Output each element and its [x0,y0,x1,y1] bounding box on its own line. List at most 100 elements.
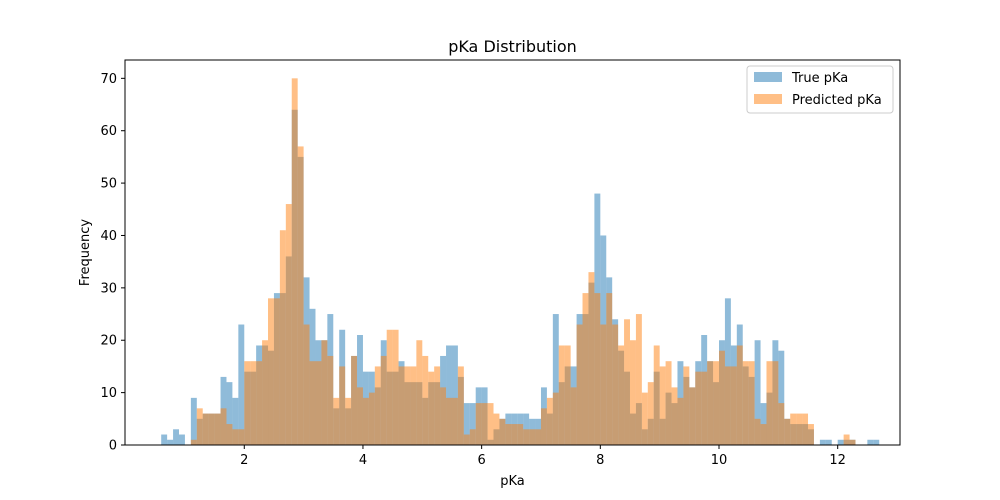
predicted-pka-bar [291,78,298,445]
predicted-pka-bar [339,366,346,445]
predicted-pka-bar [802,413,809,445]
predicted-pka-bar [357,387,363,445]
predicted-pka-bar [784,418,791,445]
y-tick-label: 60 [100,124,117,139]
predicted-pka-bar [220,408,227,445]
predicted-pka-bar [730,366,737,445]
predicted-pka-bar [570,387,577,445]
true-pka-bar [173,429,179,445]
predicted-pka-bar [552,392,559,445]
predicted-pka-bar [742,361,749,445]
predicted-pka-bar [333,397,340,445]
predicted-pka-bar [422,355,429,445]
predicted-pka-bar [273,298,280,445]
predicted-pka-bar [724,366,731,445]
predicted-pka-bar [345,397,352,445]
predicted-pka-bar [386,329,393,445]
y-axis-ticks: 0 10 20 30 40 50 60 70 [100,72,125,454]
y-tick-label: 20 [100,334,117,349]
predicted-pka-bar [487,403,494,445]
x-tick-label: 8 [596,453,604,468]
predicted-pka-bar [309,361,316,445]
predicted-pka-bar [208,413,215,445]
predicted-pka-bar [380,355,387,445]
predicted-pka-bar [665,361,672,445]
legend-frame [746,65,894,114]
predicted-pka-bar [523,429,530,445]
x-tick-label: 6 [478,453,486,468]
predicted-pka-bar [647,382,654,445]
true-pka-bar [451,345,458,445]
predicted-pka-bar [279,230,286,445]
y-tick-label: 0 [109,439,117,454]
predicted-pka-bar [499,418,506,445]
x-tick-label: 2 [240,453,248,468]
predicted-pka-bar [630,340,636,445]
legend: True pKa Predicted pKa [746,65,894,114]
predicted-pka-bar [315,361,322,445]
predicted-pka-bar [232,429,239,445]
predicted-pka-bar [303,324,310,445]
x-tick-label: 12 [829,453,846,468]
true-pka-bar [873,439,880,445]
predicted-pka-bar [796,413,803,445]
predicted-pka-bar [362,397,369,445]
predicted-pka-bar [624,319,630,445]
predicted-pka-bar [321,340,328,445]
predicted-pka-bar [713,361,719,445]
predicted-pka-bar [196,408,203,445]
predicted-pka-bar [238,429,245,445]
predicted-pka-bar [778,403,785,445]
predicted-pka-bar [689,387,696,445]
predicted-pka-bar [671,387,678,445]
predicted-pka-bar [558,345,565,445]
x-axis-ticks: 2 4 6 8 10 12 [240,445,846,468]
predicted-pka-bar [659,366,666,445]
predicted-pka-bars [190,78,856,445]
predicted-pka-bar [618,345,625,445]
predicted-pka-bar [327,355,334,445]
predicted-pka-bar [262,340,269,445]
true-pka-bar [167,439,174,445]
x-axis-label: pKa [500,474,525,489]
predicted-pka-bar [505,424,512,445]
predicted-pka-bar [843,434,850,445]
predicted-pka-bar [612,324,619,445]
true-pka-bar [469,403,476,445]
predicted-pka-bar [368,392,375,445]
predicted-pka-bar [535,429,541,445]
chart-title: pKa Distribution [448,37,577,56]
legend-label-predicted-pka: Predicted pKa [792,93,882,108]
true-pka-bar [552,314,559,445]
predicted-pka-bar [446,397,452,445]
predicted-pka-bar [374,366,381,445]
y-tick-label: 10 [100,386,117,401]
predicted-pka-bar [600,324,607,445]
true-pka-bar [523,413,530,445]
predicted-pka-bar [588,272,595,445]
true-pka-bar [754,340,761,445]
predicted-pka-bar [351,355,358,445]
predicted-pka-bar [268,298,274,445]
predicted-pka-bar [695,371,702,445]
predicted-pka-bar [707,361,714,445]
predicted-pka-bar [256,361,263,445]
true-pka-bar [226,382,233,445]
predicted-pka-bar [790,413,797,445]
predicted-pka-bar [683,366,690,445]
predicted-pka-bar [754,418,761,445]
y-tick-label: 40 [100,229,117,244]
true-pka-bar [446,345,452,445]
predicted-pka-bar [297,146,304,445]
predicted-pka-bar [428,371,435,445]
predicted-pka-bar [244,361,251,445]
predicted-pka-bar [517,424,524,445]
plot-area-frame [124,59,901,446]
true-pka-bar [179,434,185,445]
predicted-pka-bar [457,366,464,445]
predicted-pka-bar [410,366,417,445]
predicted-pka-bar [190,439,197,445]
predicted-pka-bar [463,434,470,445]
predicted-pka-bar [392,329,399,445]
x-tick-label: 4 [359,453,367,468]
